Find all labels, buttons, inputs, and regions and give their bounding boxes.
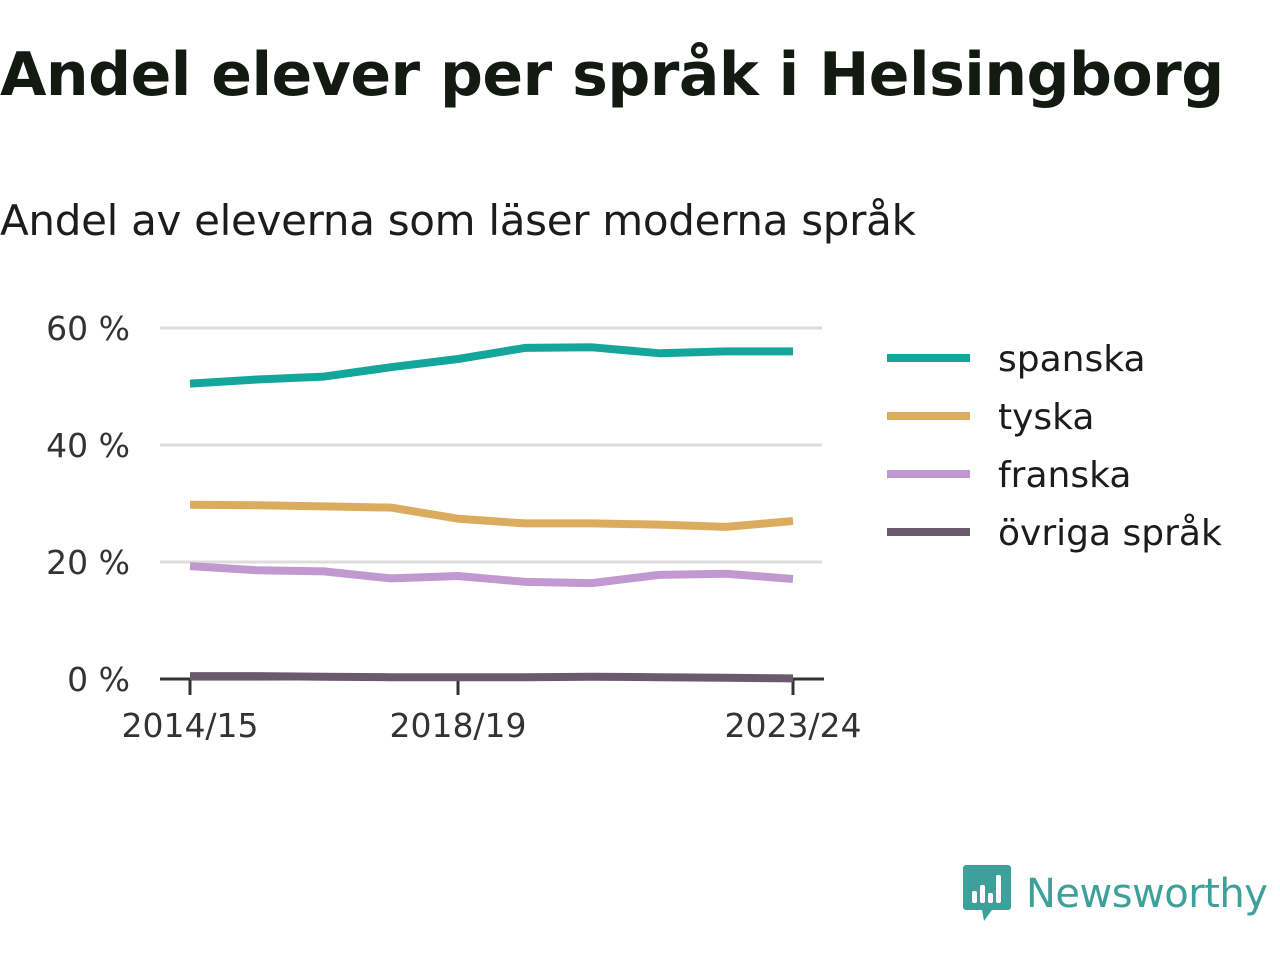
series-line-tyska — [189, 500, 794, 531]
legend: spanska tyska franska övriga språk — [887, 339, 1222, 554]
x-tick-label: 2018/19 — [389, 706, 526, 745]
series-lines — [189, 343, 794, 683]
gridlines — [160, 326, 822, 564]
series-line-övriga-språk — [190, 672, 794, 683]
y-tick-label: 0 % — [67, 660, 130, 699]
chart-subtitle: Andel av eleverna som läser moderna språ… — [0, 196, 916, 245]
legend-label: spanska — [998, 339, 1146, 380]
legend-item: övriga språk — [887, 513, 1222, 554]
legend-label: övriga språk — [998, 513, 1222, 554]
legend-label: franska — [998, 455, 1131, 496]
x-tick-label: 2023/24 — [724, 706, 861, 745]
chart-title: Andel elever per språk i Helsingborg — [0, 40, 1224, 110]
brand-logo: Newsworthy — [962, 862, 1268, 926]
y-axis: 0 % 20 % 40 % 60 % — [46, 309, 130, 699]
legend-item: tyska — [887, 397, 1094, 438]
series-line-spanska — [189, 343, 793, 388]
brand-name: Newsworthy — [1026, 871, 1268, 917]
series-line-franska — [189, 562, 794, 588]
y-tick-label: 60 % — [46, 309, 130, 348]
x-tick-label: 2014/15 — [121, 706, 258, 745]
legend-item: spanska — [887, 339, 1146, 380]
y-tick-label: 20 % — [46, 543, 130, 582]
y-tick-label: 40 % — [46, 426, 130, 465]
legend-item: franska — [887, 455, 1131, 496]
legend-label: tyska — [998, 397, 1094, 438]
x-axis: 2014/15 2018/19 2023/24 — [121, 677, 862, 745]
newsworthy-logo-icon — [963, 865, 1011, 921]
